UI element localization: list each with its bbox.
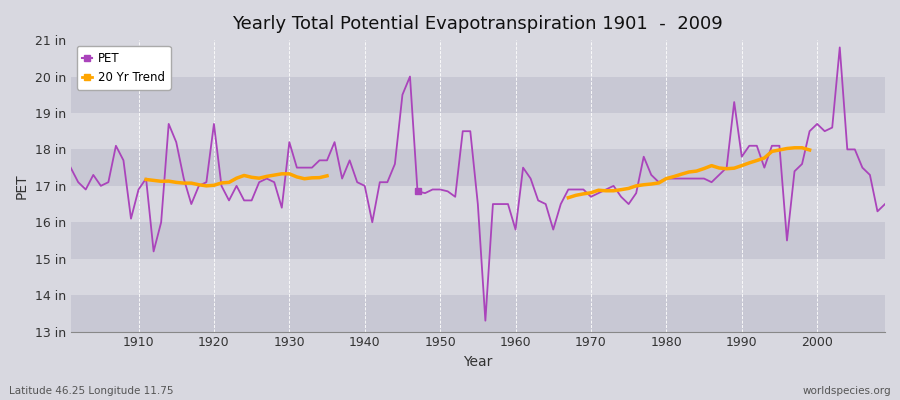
Text: worldspecies.org: worldspecies.org	[803, 386, 891, 396]
Bar	[71, 76, 885, 113]
Text: Latitude 46.25 Longitude 11.75: Latitude 46.25 Longitude 11.75	[9, 386, 174, 396]
Bar	[71, 113, 885, 150]
Bar	[71, 150, 885, 186]
Bar	[71, 259, 885, 295]
Legend: PET, 20 Yr Trend: PET, 20 Yr Trend	[76, 46, 171, 90]
X-axis label: Year: Year	[464, 355, 492, 369]
Y-axis label: PET: PET	[15, 173, 29, 199]
Bar	[71, 40, 885, 76]
Bar	[71, 222, 885, 259]
Bar	[71, 186, 885, 222]
Bar	[71, 295, 885, 332]
Title: Yearly Total Potential Evapotranspiration 1901  -  2009: Yearly Total Potential Evapotranspiratio…	[232, 15, 724, 33]
